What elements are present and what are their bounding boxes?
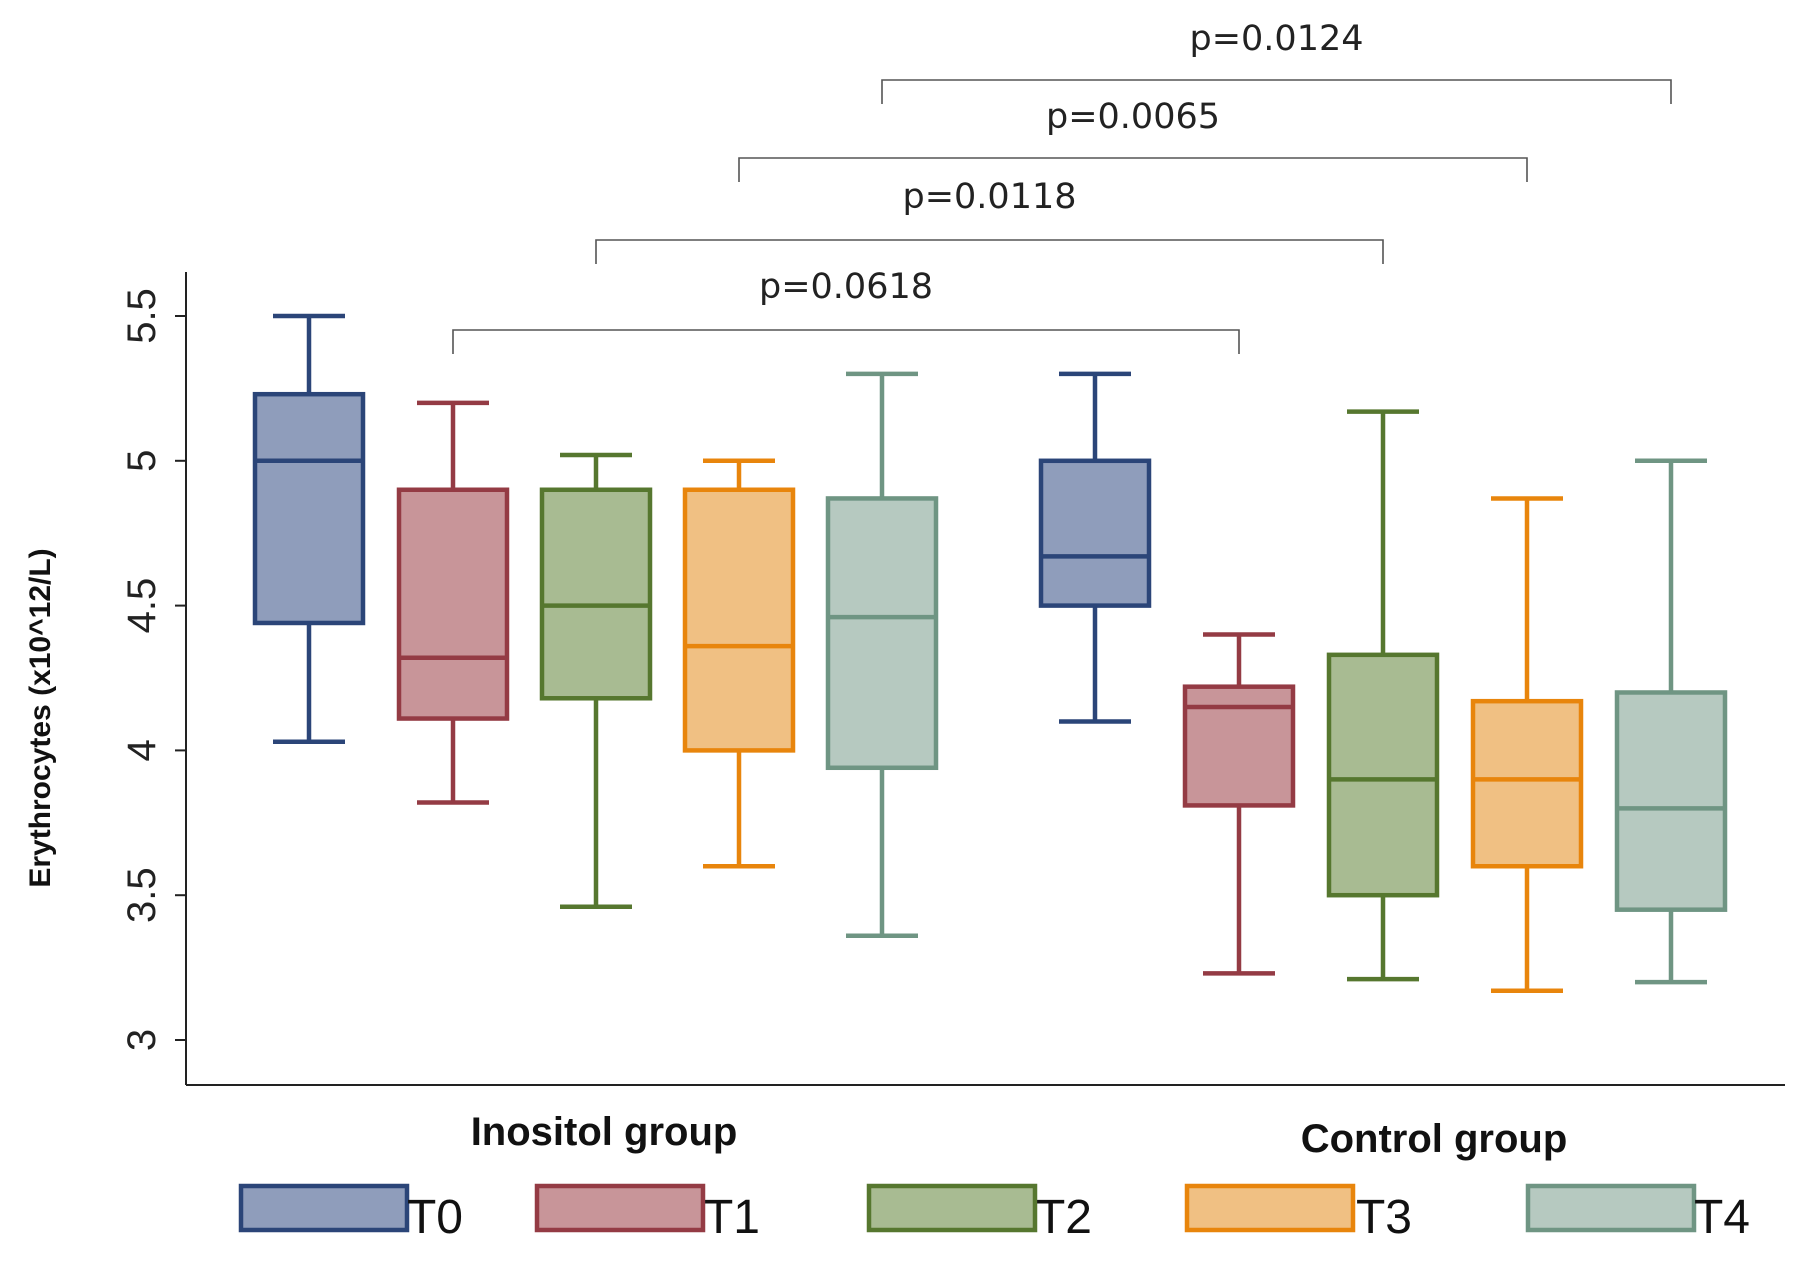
box-control-T3 <box>1470 496 1584 994</box>
box-inositol-T1 <box>396 400 510 805</box>
box-inositol-T3 <box>682 458 796 869</box>
comparison-bracket: p=0.0124 <box>881 19 1672 104</box>
p-value-label: p=0.0618 <box>759 267 933 307</box>
group-label-control: Control group <box>1301 1117 1568 1161</box>
p-value-label: p=0.0065 <box>1046 97 1220 137</box>
box-iqr <box>252 391 366 626</box>
group-label-inositol: Inositol group <box>471 1110 738 1154</box>
box-inositol-T0 <box>252 313 366 744</box>
box-iqr <box>1470 698 1584 869</box>
y-tick-label: 5 <box>120 450 164 472</box>
axes <box>185 272 1785 1086</box>
box-iqr <box>1038 458 1152 608</box>
legend-label: T2 <box>1036 1191 1092 1244</box>
legend-item-T3: T3 <box>1184 1183 1412 1244</box>
y-ticks: 3 3.5 4 4.5 5 5.5 <box>120 288 186 1051</box>
bracket-line <box>452 329 1240 354</box>
bracket-line <box>595 239 1384 264</box>
box-iqr <box>1614 690 1728 912</box>
box-control-T0 <box>1038 371 1152 724</box>
y-tick-label: 3.5 <box>120 867 164 923</box>
legend-item-T2: T2 <box>866 1183 1092 1244</box>
box-iqr <box>539 487 653 701</box>
box-control-T4 <box>1614 458 1728 985</box>
box-inositol-T2 <box>539 452 653 910</box>
p-value-label: p=0.0118 <box>902 177 1076 217</box>
y-tick-label: 5.5 <box>120 288 164 344</box>
y-tick-label: 3 <box>120 1029 164 1051</box>
legend-item-T4: T4 <box>1525 1183 1750 1244</box>
legend-label: T0 <box>407 1191 463 1244</box>
comparison-brackets: p=0.0618 p=0.0118 p=0.0065 p=0.0124 <box>452 19 1672 354</box>
legend-item-T1: T1 <box>534 1183 760 1244</box>
comparison-bracket: p=0.0065 <box>738 97 1528 182</box>
box-control-T2 <box>1326 409 1440 982</box>
box-iqr <box>682 487 796 753</box>
box-inositol-T4 <box>825 371 939 938</box>
legend-label: T1 <box>704 1191 760 1244</box>
legend-swatch <box>238 1183 410 1233</box>
y-tick-label: 4 <box>120 739 164 761</box>
y-tick-label: 4.5 <box>120 578 164 634</box>
comparison-bracket: p=0.0118 <box>595 177 1384 264</box>
p-value-label: p=0.0124 <box>1189 19 1363 59</box>
box-iqr <box>396 487 510 721</box>
legend-swatch <box>866 1183 1038 1233</box>
legend-swatch <box>1184 1183 1356 1233</box>
bracket-line <box>738 157 1528 182</box>
box-iqr <box>1326 652 1440 898</box>
legend-item-T0: T0 <box>238 1183 463 1244</box>
box-iqr <box>825 496 939 771</box>
legend-swatch <box>1525 1183 1697 1233</box>
group-labels: Inositol group Control group <box>471 1110 1568 1161</box>
legend: T0 T1 T2 T3 T4 <box>238 1183 1750 1244</box>
y-axis-label: Erythrocytes (x10^12/L) <box>24 548 57 887</box>
boxes <box>252 313 1728 994</box>
bracket-line <box>881 79 1672 104</box>
comparison-bracket: p=0.0618 <box>452 267 1240 354</box>
box-iqr <box>1182 684 1296 808</box>
legend-label: T3 <box>1356 1191 1412 1244</box>
legend-swatch <box>534 1183 706 1233</box>
legend-label: T4 <box>1694 1191 1750 1244</box>
box-control-T1 <box>1182 632 1296 976</box>
